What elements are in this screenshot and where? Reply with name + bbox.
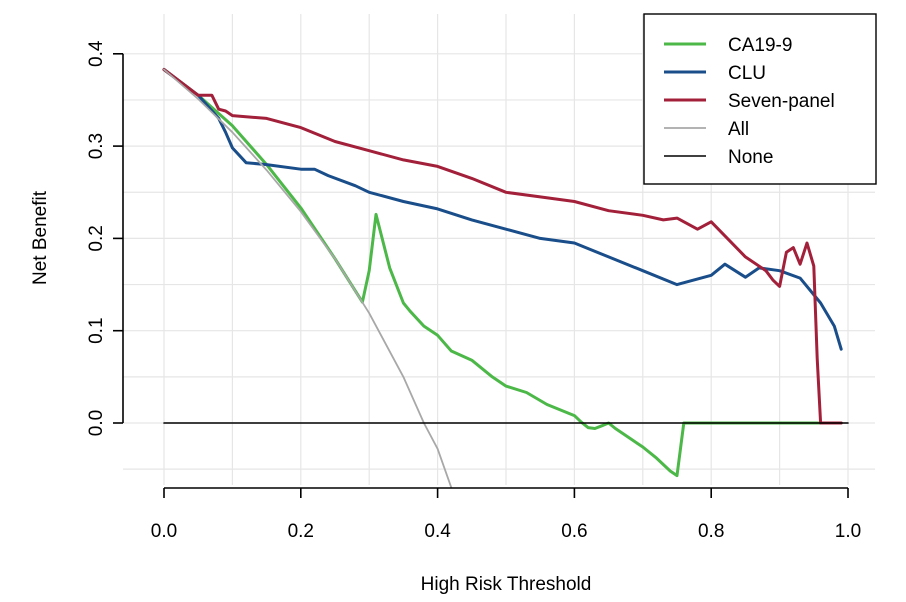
x-axis-title: High Risk Threshold	[421, 574, 592, 595]
y-axis-title: Net Benefit	[30, 190, 51, 285]
legend-label-ca19-9: CA19-9	[728, 35, 792, 56]
x-tick-label: 0.6	[561, 521, 587, 542]
legend: CA19-9 CLU Seven-panel All None	[643, 13, 877, 185]
x-tick-label: 1.0	[835, 521, 861, 542]
series-lines	[162, 68, 849, 489]
series-line-seven-panel	[162, 68, 843, 425]
y-tick-label: 0.1	[86, 317, 107, 343]
y-tick-label: 0.4	[86, 40, 107, 67]
y-tick-label: 0.0	[86, 410, 107, 436]
x-tick-label: 0.8	[698, 521, 724, 542]
legend-label-seven-panel: Seven-panel	[728, 91, 835, 112]
series-line-all	[163, 68, 453, 489]
legend-label-all: All	[728, 119, 749, 140]
x-tick-label: 0.4	[424, 521, 451, 542]
x-tick-label: 0.2	[288, 521, 314, 542]
axes: 0.0 0.2 0.4 0.6 0.8 1.0 0.0 0.1 0.2 0.3 0.4	[86, 40, 861, 542]
legend-label-clu: CLU	[728, 63, 766, 84]
x-tick-label: 0.0	[151, 521, 177, 542]
legend-label-none: None	[728, 147, 773, 168]
y-tick-label: 0.2	[86, 225, 107, 251]
y-tick-label: 0.3	[86, 133, 107, 159]
